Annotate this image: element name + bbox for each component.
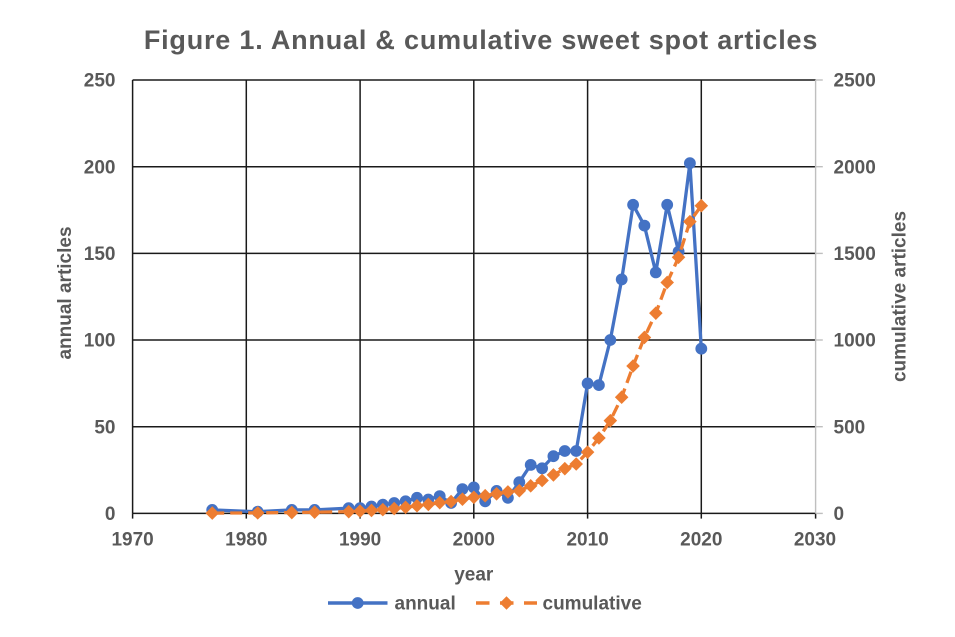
svg-text:cumulative: cumulative xyxy=(543,594,642,615)
svg-text:1970: 1970 xyxy=(111,530,153,551)
svg-text:2000: 2000 xyxy=(453,530,495,551)
svg-text:0: 0 xyxy=(834,504,845,525)
svg-text:2010: 2010 xyxy=(566,530,608,551)
svg-text:Figure 1. Annual & cumulative: Figure 1. Annual & cumulative sweet spot… xyxy=(144,25,818,55)
svg-text:1990: 1990 xyxy=(339,530,381,551)
svg-text:0: 0 xyxy=(105,504,116,525)
svg-text:1980: 1980 xyxy=(225,530,267,551)
svg-text:150: 150 xyxy=(84,244,116,265)
svg-text:1500: 1500 xyxy=(834,244,876,265)
svg-text:2030: 2030 xyxy=(794,530,836,551)
svg-text:2500: 2500 xyxy=(834,71,876,92)
svg-text:50: 50 xyxy=(94,417,115,438)
svg-text:2000: 2000 xyxy=(834,157,876,178)
svg-text:200: 200 xyxy=(84,157,116,178)
svg-text:500: 500 xyxy=(834,417,866,438)
svg-text:2020: 2020 xyxy=(680,530,722,551)
svg-text:cumulative articles: cumulative articles xyxy=(890,211,911,382)
svg-text:annual articles: annual articles xyxy=(55,226,76,359)
svg-text:year: year xyxy=(454,565,494,586)
svg-text:1000: 1000 xyxy=(834,331,876,352)
svg-text:250: 250 xyxy=(84,71,116,92)
svg-text:annual: annual xyxy=(395,594,456,615)
svg-text:100: 100 xyxy=(84,331,116,352)
